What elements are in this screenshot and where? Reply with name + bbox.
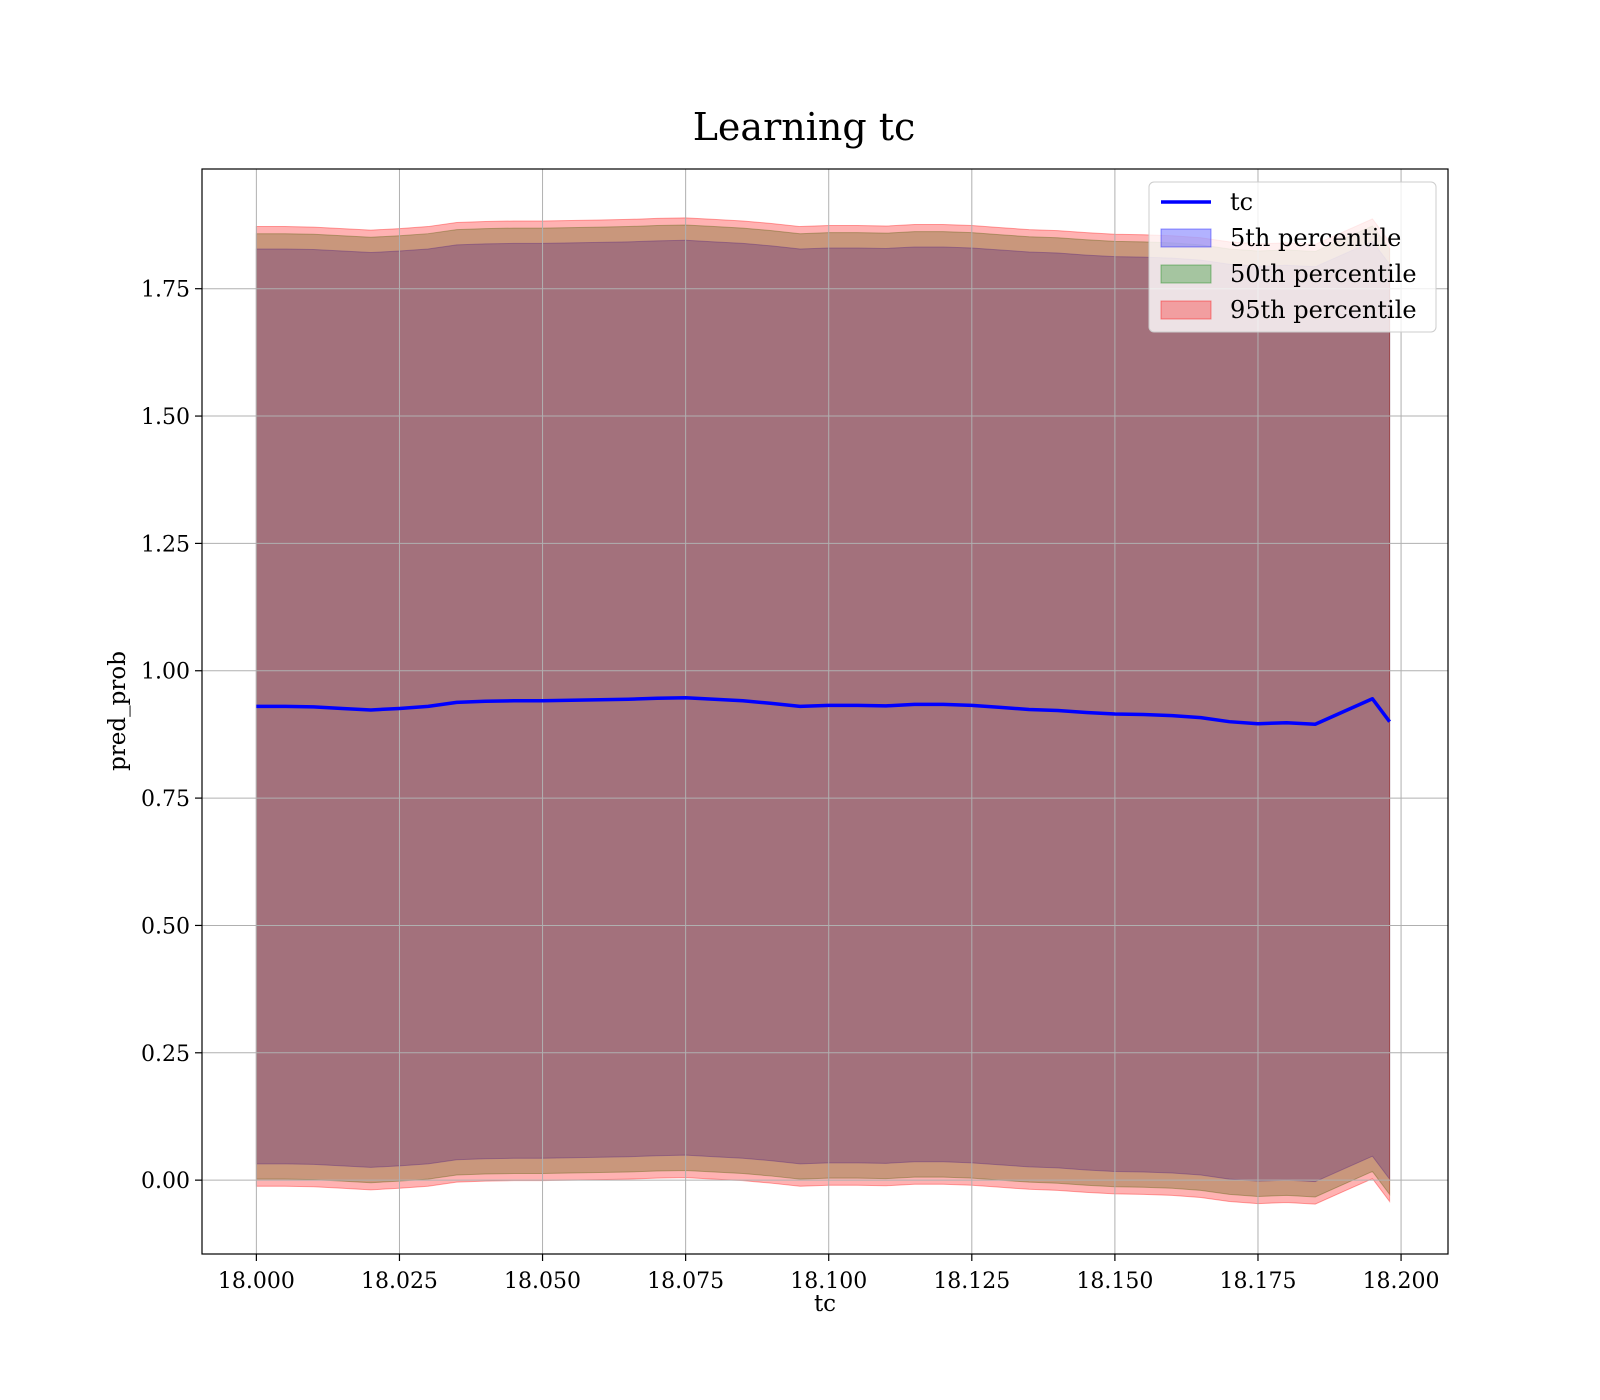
y-tick-label: 0.00 <box>141 1169 190 1194</box>
band-50th-percentile <box>255 224 1391 1198</box>
y-tick-label: 0.50 <box>141 914 190 939</box>
y-tick-label: 1.50 <box>141 405 190 430</box>
plot-background <box>202 169 1448 1254</box>
legend-box <box>1148 181 1437 333</box>
plot-frame <box>201 168 1449 1255</box>
x-tick-label: 18.125 <box>933 1269 1010 1294</box>
x-tick-label: 18.000 <box>218 1269 295 1294</box>
legend-label-5th-percentile: 5th percentile <box>1230 224 1401 252</box>
x-tick-label: 18.050 <box>504 1269 581 1294</box>
x-tick-label: 18.075 <box>647 1269 724 1294</box>
percentile-bands <box>255 217 1391 1205</box>
grid <box>202 169 1448 1254</box>
x-tick-label: 18.175 <box>1219 1269 1296 1294</box>
series-lines <box>256 696 1392 726</box>
legend-label-tc: tc <box>1230 188 1253 216</box>
y-tick-label: 0.25 <box>141 1042 190 1067</box>
legend-label-50th-percentile: 50th percentile <box>1230 260 1417 288</box>
legend-swatch-95th-percentile <box>1160 300 1212 320</box>
plot-area <box>201 168 1449 1255</box>
y-tick-label: 0.75 <box>141 787 190 812</box>
x-axis: 18.000 18.025 18.050 18.075 18.100 18.125 18.1… <box>218 1254 1440 1294</box>
y-tick-label: 1.25 <box>141 532 190 557</box>
band-95th-percentile <box>255 217 1391 1205</box>
legend-swatch-5th-percentile <box>1160 228 1212 248</box>
legend: tc 5th percentile 50th percentile 95th perc… <box>1148 181 1437 333</box>
x-tick-label: 18.025 <box>361 1269 438 1294</box>
x-tick-label: 18.100 <box>790 1269 867 1294</box>
y-axis-label: pred_prob <box>105 651 131 771</box>
x-tick-label: 18.150 <box>1076 1269 1153 1294</box>
y-tick-label: 1.75 <box>141 278 190 303</box>
legend-label-95th-percentile: 95th percentile <box>1230 296 1417 324</box>
y-axis: 0.00 0.25 0.50 0.75 1.00 1.25 1.50 1.75 <box>141 278 202 1194</box>
chart-title: Learning tc <box>693 105 916 149</box>
band-5th-percentile <box>255 239 1391 1183</box>
y-tick-label: 1.00 <box>141 660 190 685</box>
x-tick-label: 18.200 <box>1363 1269 1440 1294</box>
legend-swatch-50th-percentile <box>1160 264 1212 284</box>
x-axis-label: tc <box>814 1291 836 1317</box>
line-tc <box>256 696 1392 726</box>
